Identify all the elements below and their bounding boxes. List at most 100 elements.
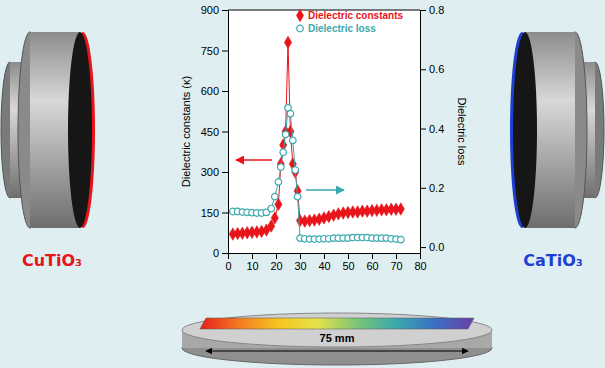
data-point (272, 193, 279, 200)
tick-mark (222, 91, 228, 92)
tick: 50 (342, 253, 354, 272)
sample-label: CuTiO₃ (22, 251, 82, 270)
tick-label: 0 (213, 247, 219, 259)
tick-label: 0.0 (429, 241, 444, 253)
tick-mark (222, 51, 228, 52)
tick: 40 (318, 253, 330, 272)
tick: 20 (270, 253, 282, 272)
tick-mark (300, 253, 301, 259)
tick-mark (222, 253, 228, 254)
tick-mark (222, 132, 228, 133)
data-point (268, 205, 275, 212)
tick-label: 80 (414, 260, 426, 272)
y-axis-title: Dielectric constants (κ) (180, 76, 192, 187)
tick: 10 (246, 253, 258, 272)
tick-mark (372, 253, 373, 259)
data-point (397, 203, 404, 215)
tick: 0.0 (420, 241, 444, 253)
tick-mark (420, 253, 421, 259)
tick: 0 (225, 253, 231, 272)
axis-pointer (236, 159, 272, 161)
tick-mark (222, 172, 228, 173)
tick-mark (324, 253, 325, 259)
data-point (282, 131, 289, 138)
y2-axis: 0.0 0.2 0.4 0.6 0.8 (420, 4, 444, 253)
series-line (233, 108, 401, 240)
tick: 450 (201, 126, 228, 138)
tick-label: 300 (201, 166, 219, 178)
tick-label: 10 (246, 260, 258, 272)
tick: 80 (414, 253, 426, 272)
tick: 60 (366, 253, 378, 272)
tick-mark (420, 10, 426, 11)
length-arrow (206, 350, 468, 351)
tick: 30 (294, 253, 306, 272)
sample-label: CaTiO₃ (523, 251, 583, 270)
axis-line (228, 11, 229, 254)
figure: CuTiO₃ CaTiO₃ 75 mm 0 10 20 30 40 50 60 70 80 0 150 30… (0, 0, 605, 368)
data-point (277, 158, 284, 170)
legend-marker (296, 9, 303, 21)
tick: 0.6 (420, 63, 444, 75)
tick-label: 0.4 (429, 123, 444, 135)
cylinder-face (513, 32, 537, 228)
tick-label: 600 (201, 85, 219, 97)
tick-label: 0.6 (429, 63, 444, 75)
tick-mark (396, 253, 397, 259)
y-axis: 0 150 300 450 600 750 900 (201, 4, 229, 259)
data-point (284, 36, 291, 48)
tick-label: 0 (225, 260, 231, 272)
tick: 0.4 (420, 123, 444, 135)
data-point (294, 193, 301, 200)
tick-mark (252, 253, 253, 259)
data-point (292, 166, 299, 178)
series-line (233, 42, 401, 234)
gradient-film (200, 318, 474, 329)
substrate: 75 mm (182, 313, 492, 365)
tick: 600 (201, 85, 228, 97)
tick-label: 20 (270, 260, 282, 272)
cylinder (1, 32, 95, 228)
data-point (278, 164, 285, 171)
data-point (271, 212, 278, 224)
tick: 900 (201, 4, 228, 16)
y2-axis-title: Dielectric loss (456, 98, 468, 166)
x-axis: 0 10 20 30 40 50 60 70 80 (225, 253, 426, 272)
tick-mark (420, 188, 426, 189)
tick-label: 900 (201, 4, 219, 16)
tick: 70 (390, 253, 402, 272)
data-point (398, 236, 405, 243)
data-point (282, 125, 289, 137)
tick-label: 70 (390, 260, 402, 272)
tick-mark (222, 10, 228, 11)
tick: 300 (201, 166, 228, 178)
data-point (280, 149, 287, 156)
legend-marker (297, 25, 304, 32)
tick: 750 (201, 45, 228, 57)
tick-mark (348, 253, 349, 259)
tick: 150 (201, 207, 228, 219)
axis-line (420, 11, 421, 254)
axis-pointer (306, 189, 344, 191)
legend-label: Dielectric loss (308, 23, 376, 34)
tick-label: 0.2 (429, 182, 444, 194)
tick-mark (420, 247, 426, 248)
tick: 0.2 (420, 182, 444, 194)
tick-label: 450 (201, 126, 219, 138)
legend-label: Dielectric constants (308, 10, 403, 21)
tick: 0 (213, 247, 228, 259)
cylinder-face (68, 32, 92, 228)
tick-mark (420, 129, 426, 130)
tick: 0.8 (420, 4, 444, 16)
tick-mark (276, 253, 277, 259)
tick-label: 0.8 (429, 4, 444, 16)
plot-background (228, 10, 420, 253)
tick-mark (420, 69, 426, 70)
cylinder (510, 32, 604, 228)
tick-label: 50 (342, 260, 354, 272)
data-point (290, 137, 297, 144)
legend: Dielectric constants Dielectric loss (296, 9, 403, 34)
tick-label: 60 (366, 260, 378, 272)
data-point (275, 179, 282, 186)
plot-marks (229, 36, 404, 243)
